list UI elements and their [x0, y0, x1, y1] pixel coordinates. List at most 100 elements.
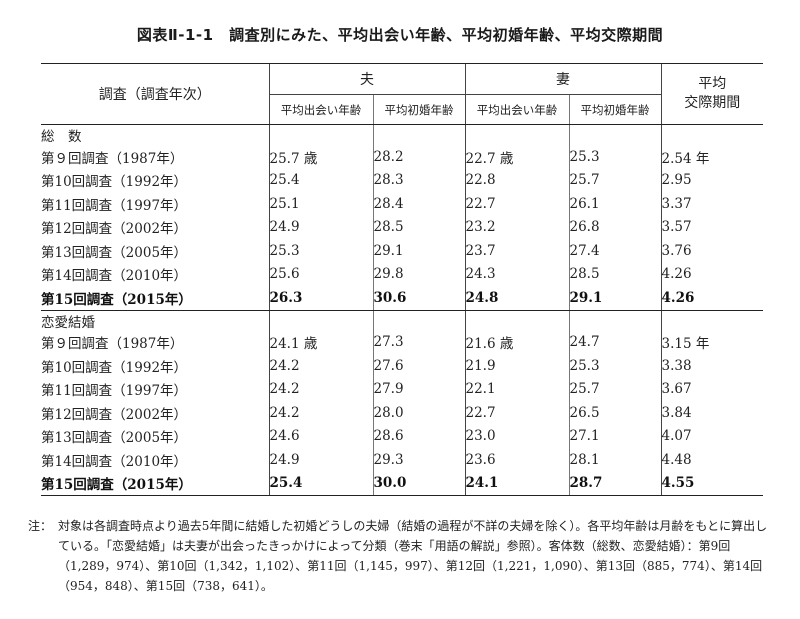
section-label: 総 数: [41, 129, 82, 145]
wife-meet-age: 22.8: [464, 168, 569, 192]
avg-period: 3.76: [660, 239, 763, 263]
husband-marry-age: 28.6: [372, 424, 465, 448]
survey-name: 第15回調査（2015年）: [41, 286, 269, 311]
header-husband-marry-age: 平均初婚年齢: [372, 94, 465, 125]
section-row: 恋愛結婚: [41, 310, 763, 331]
wife-meet-age: 23.7: [464, 239, 569, 263]
data-table: 調査（調査年次） 夫 妻 平均 交際期間 平均出会い年齢 平均初婚年齢 平均出会…: [41, 63, 763, 496]
husband-marry-age: 28.4: [372, 192, 465, 216]
footnote-prefix: 注：: [28, 519, 53, 533]
wife-marry-age: 28.5: [568, 262, 661, 286]
figure-title: 図表Ⅱ-1-1 調査別にみた、平均出会い年齢、平均初婚年齢、平均交際期間: [136, 26, 664, 44]
survey-name: 第15回調査（2015年）: [41, 471, 269, 496]
husband-marry-age: 27.3: [372, 330, 465, 354]
husband-meet-age: 24.9: [268, 448, 373, 472]
survey-name: 第12回調査（2002年）: [41, 406, 188, 423]
wife-marry-age: 28.1: [568, 448, 661, 472]
avg-period: 3.84: [660, 401, 763, 425]
wife-meet-age: 22.1: [464, 377, 569, 401]
husband-marry-age: 30.0: [372, 471, 465, 496]
empty-cell: [464, 310, 569, 331]
wife-marry-age: 25.3: [568, 145, 661, 169]
header-husband-meet-age: 平均出会い年齢: [268, 94, 373, 125]
husband-meet-age: 25.4: [268, 471, 373, 496]
table-row: 第12回調査（2002年） 24.2 28.0 22.7 26.5 3.84: [41, 401, 763, 425]
husband-meet-age: 24.2: [268, 401, 373, 425]
table-body: 総 数第９回調査（1987年） 25.7 歳 28.2 22.7 歳 25.3 2.54 …: [41, 124, 763, 496]
empty-cell: [568, 310, 661, 331]
table-row: 第10回調査（1992年） 24.2 27.6 21.9 25.3 3.38: [41, 354, 763, 378]
husband-marry-age: 29.1: [372, 239, 465, 263]
husband-meet-age: 24.9: [268, 215, 373, 239]
wife-meet-age: 23.6: [464, 448, 569, 472]
table-row: 第15回調査（2015年） 25.4 30.0 24.1 28.7 4.55: [41, 471, 763, 496]
avg-period: 3.67: [660, 377, 763, 401]
wife-marry-age: 26.1: [568, 192, 661, 216]
header-wife: 妻: [464, 63, 661, 95]
empty-cell: [268, 310, 373, 331]
footnote: 注： 対象は各調査時点より過去5年間に結婚した初婚どうしの夫婦（結婚の過程が不詳…: [28, 516, 773, 596]
table-row: 第12回調査（2002年） 24.9 28.5 23.2 26.8 3.57: [41, 215, 763, 239]
empty-cell: [660, 310, 763, 331]
header-husband: 夫: [268, 63, 465, 95]
empty-cell: [464, 124, 569, 145]
avg-period: 4.55: [660, 471, 763, 496]
wife-marry-age: 28.7: [568, 471, 661, 496]
survey-name: 第11回調査（1997年）: [41, 197, 188, 214]
wife-marry-age: 26.8: [568, 215, 661, 239]
husband-meet-age: 24.2: [268, 377, 373, 401]
wife-meet-age: 24.3: [464, 262, 569, 286]
survey-name: 第12回調査（2002年）: [41, 221, 188, 238]
wife-meet-age: 24.1: [464, 471, 569, 496]
wife-marry-age: 24.7: [568, 330, 661, 354]
avg-period: 2.95: [660, 168, 763, 192]
survey-name: 第10回調査（1992年）: [41, 359, 188, 376]
empty-cell: [372, 124, 465, 145]
husband-meet-age: 25.3: [268, 239, 373, 263]
table-row: 第14回調査（2010年） 24.9 29.3 23.6 28.1 4.48: [41, 448, 763, 472]
footnote-text: 対象は各調査時点より過去5年間に結婚した初婚どうしの夫婦（結婚の過程が不詳の夫婦…: [58, 519, 768, 593]
husband-meet-age: 26.3: [268, 286, 373, 311]
wife-meet-age: 23.0: [464, 424, 569, 448]
avg-period: 4.26: [660, 262, 763, 286]
avg-period: 3.38: [660, 354, 763, 378]
header-wife-meet-age: 平均出会い年齢: [464, 94, 569, 125]
header-wife-marry-age: 平均初婚年齢: [568, 94, 661, 125]
husband-meet-age: 25.1: [268, 192, 373, 216]
husband-marry-age: 28.5: [372, 215, 465, 239]
husband-meet-age: 25.6: [268, 262, 373, 286]
table-row: 第11回調査（1997年） 24.2 27.9 22.1 25.7 3.67: [41, 377, 763, 401]
wife-marry-age: 29.1: [568, 286, 661, 311]
empty-cell: [268, 124, 373, 145]
wife-marry-age: 25.7: [568, 377, 661, 401]
husband-meet-age: 25.7 歳: [268, 145, 373, 169]
avg-period: 3.15 年: [660, 330, 763, 354]
header-survey: 調査（調査年次）: [41, 63, 269, 125]
survey-name: 第13回調査（2005年）: [41, 430, 188, 447]
table-row: 第14回調査（2010年） 25.6 29.8 24.3 28.5 4.26: [41, 262, 763, 286]
avg-period: 4.48: [660, 448, 763, 472]
avg-period: 4.07: [660, 424, 763, 448]
husband-marry-age: 28.3: [372, 168, 465, 192]
survey-name: 第11回調査（1997年）: [41, 383, 188, 400]
husband-marry-age: 29.8: [372, 262, 465, 286]
empty-cell: [372, 310, 465, 331]
section-label: 恋愛結婚: [41, 314, 95, 331]
wife-meet-age: 24.8: [464, 286, 569, 311]
wife-meet-age: 21.6 歳: [464, 330, 569, 354]
empty-cell: [568, 124, 661, 145]
wife-marry-age: 27.1: [568, 424, 661, 448]
husband-meet-age: 24.1 歳: [268, 330, 373, 354]
table-row: 第11回調査（1997年） 25.1 28.4 22.7 26.1 3.37: [41, 192, 763, 216]
husband-meet-age: 24.2: [268, 354, 373, 378]
husband-meet-age: 24.6: [268, 424, 373, 448]
husband-marry-age: 28.2: [372, 145, 465, 169]
husband-marry-age: 28.0: [372, 401, 465, 425]
wife-meet-age: 22.7: [464, 192, 569, 216]
survey-name: 第14回調査（2010年）: [41, 268, 188, 285]
husband-marry-age: 27.6: [372, 354, 465, 378]
wife-marry-age: 27.4: [568, 239, 661, 263]
avg-period: 2.54 年: [660, 145, 763, 169]
avg-period: 3.37: [660, 192, 763, 216]
table-row: 第13回調査（2005年） 24.6 28.6 23.0 27.1 4.07: [41, 424, 763, 448]
